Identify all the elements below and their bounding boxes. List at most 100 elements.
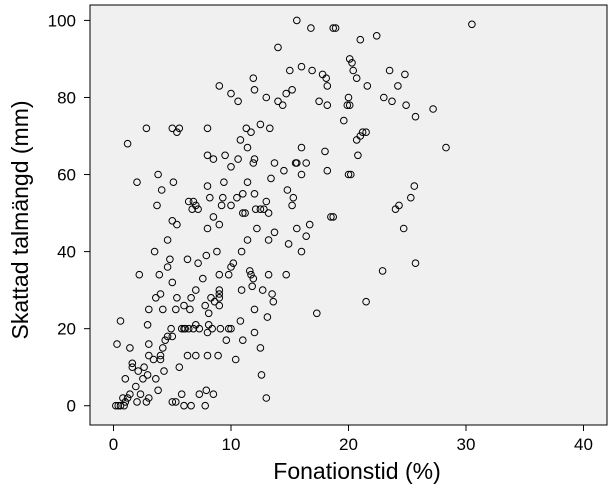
y-tick-label: 80 [57, 88, 76, 107]
data-point [250, 305, 259, 314]
data-point [215, 82, 224, 90]
data-point [297, 170, 306, 179]
data-point [293, 16, 301, 25]
data-point [163, 263, 172, 271]
x-axis-title: Fonationstid (%) [273, 458, 440, 484]
data-point [282, 89, 291, 98]
data-point [380, 93, 388, 102]
data-point [284, 240, 293, 248]
data-point [253, 224, 261, 233]
data-point [270, 228, 279, 237]
data-point [172, 305, 180, 314]
data-point [215, 290, 224, 298]
data-point [155, 270, 164, 279]
data-point [329, 24, 338, 32]
data-point [167, 324, 175, 333]
data-point [113, 340, 121, 348]
x-tick-label: 40 [574, 435, 593, 454]
data-point [157, 186, 166, 194]
data-point [121, 398, 130, 406]
y-axis: 0 20 40 60 80 100 [48, 11, 90, 416]
data-point [237, 247, 246, 256]
data-point [159, 305, 167, 314]
data-point [249, 159, 258, 167]
data-point [224, 324, 233, 333]
data-point [242, 124, 251, 133]
data-point [217, 201, 226, 210]
plot-area [89, 4, 608, 426]
data-point [143, 321, 152, 329]
data-point [177, 390, 186, 399]
data-point [145, 351, 153, 360]
data-point [227, 89, 235, 98]
data-point [305, 220, 314, 229]
data-point [184, 197, 193, 206]
data-point [227, 324, 235, 333]
data-point [402, 101, 410, 109]
data-point [133, 398, 141, 406]
data-point [329, 213, 338, 221]
data-point [203, 151, 212, 160]
data-point [372, 32, 381, 40]
data-point [173, 220, 181, 229]
data-point [156, 351, 165, 360]
x-axis: 0 10 20 30 40 [109, 425, 593, 454]
data-point [267, 174, 275, 183]
data-point [262, 197, 271, 206]
data-point [187, 401, 195, 410]
data-point [293, 224, 301, 233]
data-point [123, 394, 132, 402]
data-point [135, 270, 144, 279]
data-point [159, 344, 167, 352]
data-point [258, 286, 267, 294]
y-tick-label: 60 [57, 166, 76, 185]
data-point [363, 82, 372, 90]
x-tick-label: 10 [222, 435, 241, 454]
data-point [263, 313, 272, 321]
data-point [308, 66, 316, 75]
data-point [173, 128, 181, 136]
data-point [239, 190, 247, 198]
data-point [293, 159, 301, 167]
data-point [356, 35, 365, 44]
data-point [429, 105, 437, 113]
data-point [116, 401, 125, 410]
data-point [189, 324, 198, 333]
data-point [156, 290, 165, 298]
y-tick-label: 0 [67, 397, 76, 416]
data-point [142, 124, 151, 133]
data-point [278, 101, 287, 109]
data-point [120, 401, 128, 410]
data-point [354, 151, 362, 160]
data-point [234, 97, 242, 106]
data-point [195, 324, 204, 333]
data-point [349, 66, 358, 75]
data-point [199, 274, 207, 283]
data-point [251, 205, 260, 213]
data-point [202, 386, 211, 395]
data-point [132, 382, 140, 391]
data-point [297, 62, 306, 71]
data-point [112, 401, 120, 410]
data-point [297, 143, 306, 152]
data-point [169, 178, 178, 186]
data-point [166, 255, 174, 264]
data-point [385, 66, 394, 75]
data-point [186, 305, 194, 314]
data-point [250, 86, 259, 94]
data-point [180, 301, 188, 310]
data-point [340, 116, 348, 125]
data-point [237, 286, 246, 294]
data-point [128, 359, 137, 368]
data-point [410, 182, 419, 190]
data-point [239, 336, 247, 345]
data-point [121, 375, 130, 383]
data-point [194, 259, 202, 268]
data-point [206, 193, 214, 202]
data-point [270, 159, 279, 167]
data-point [286, 66, 294, 75]
data-point [203, 124, 212, 133]
data-point [221, 151, 229, 160]
data-point [114, 401, 122, 410]
data-point [468, 20, 476, 29]
